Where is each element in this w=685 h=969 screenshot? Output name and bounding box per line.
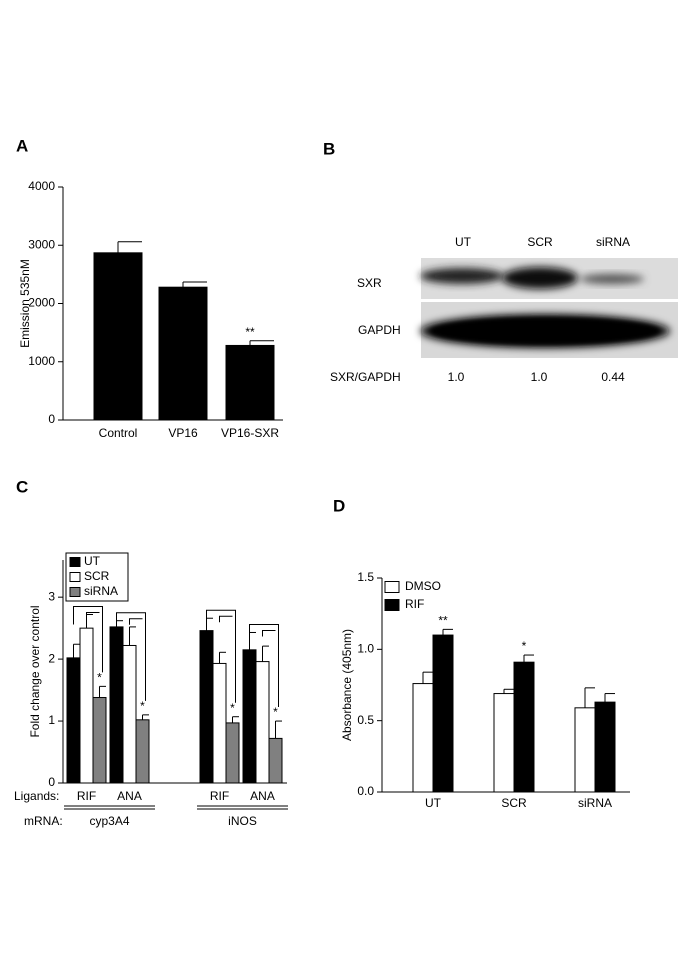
group-label: iNOS	[228, 814, 257, 828]
x-tick-label: UT	[425, 796, 442, 810]
significance-label: *	[273, 705, 278, 719]
x-tick-label: siRNA	[578, 796, 612, 810]
legend-label: UT	[84, 554, 101, 568]
legend-swatch	[384, 581, 400, 593]
y-tick-label: 0.5	[357, 713, 374, 727]
bar	[225, 722, 240, 784]
bar	[212, 662, 227, 784]
x-tick-label: SCR	[501, 796, 527, 810]
y-tick-label: 1	[48, 713, 55, 727]
bar	[268, 737, 283, 784]
y-tick-label: 0	[48, 412, 55, 426]
group-label: cyp3A4	[89, 814, 129, 828]
bar	[225, 344, 275, 421]
significance-bracket	[86, 612, 100, 619]
y-tick-label: 0.0	[357, 784, 374, 798]
bar	[493, 693, 515, 793]
significance-label: *	[522, 639, 527, 653]
row-label: mRNA:	[24, 814, 63, 828]
ratio-label: SXR/GAPDH	[330, 370, 401, 384]
bar	[66, 657, 81, 784]
ratio-value: 1.0	[531, 370, 548, 384]
lane-label: siRNA	[596, 235, 630, 249]
bar	[109, 626, 124, 784]
bar	[255, 661, 270, 784]
ratio-value: 1.0	[448, 370, 465, 384]
panel-label: C	[16, 477, 28, 496]
significance-bracket	[116, 612, 146, 701]
significance-label: *	[140, 699, 145, 713]
y-tick-label: 1.0	[357, 642, 374, 656]
significance-label: **	[438, 614, 448, 628]
bar	[79, 627, 94, 784]
row-label: SXR	[357, 276, 382, 290]
y-tick-label: 2	[48, 651, 55, 665]
bar	[574, 707, 596, 793]
y-tick-label: 1000	[28, 354, 55, 368]
y-tick-label: 1.5	[357, 570, 374, 584]
significance-label: *	[97, 671, 102, 685]
bar	[199, 630, 214, 784]
legend-swatch	[69, 572, 81, 582]
significance-bracket	[129, 618, 143, 625]
lane-label: UT	[455, 235, 472, 249]
legend-label: DMSO	[405, 579, 441, 593]
significance-bracket	[219, 615, 233, 623]
significance-bracket	[262, 629, 276, 637]
x-tick-label: RIF	[210, 789, 229, 803]
x-tick-label: Control	[99, 426, 138, 440]
legend-label: siRNA	[84, 584, 118, 598]
ratio-value: 0.44	[601, 370, 625, 384]
significance-label: **	[245, 325, 255, 339]
y-tick-label: 0	[48, 775, 55, 789]
panel-label: B	[323, 139, 335, 158]
x-tick-label: ANA	[250, 789, 275, 803]
legend-box	[65, 552, 129, 602]
bar	[242, 649, 257, 784]
bar	[513, 661, 535, 793]
y-tick-label: 4000	[28, 179, 55, 193]
blot-image	[420, 258, 678, 358]
y-tick-label: 3	[48, 589, 55, 603]
legend-swatch	[69, 557, 81, 567]
significance-bracket	[73, 606, 103, 673]
y-tick-label: 3000	[28, 237, 55, 251]
y-axis-label: Absorbance (405nm)	[340, 629, 354, 741]
bar	[122, 644, 137, 784]
legend-label: RIF	[405, 597, 424, 611]
bar	[135, 719, 150, 784]
bar	[412, 683, 434, 793]
bar	[92, 697, 107, 784]
legend-swatch	[69, 587, 81, 597]
panel-label: A	[16, 136, 28, 155]
legend-swatch	[384, 599, 400, 611]
bar	[432, 634, 454, 793]
row-label: GAPDH	[358, 323, 401, 337]
x-tick-label: RIF	[77, 789, 96, 803]
x-tick-label: VP16-SXR	[221, 426, 279, 440]
x-tick-label: VP16	[168, 426, 198, 440]
bar	[93, 252, 143, 421]
panel-label: D	[333, 496, 345, 515]
bar	[594, 701, 616, 793]
y-tick-label: 2000	[28, 296, 55, 310]
y-axis-label: Emission 535nM	[18, 259, 32, 348]
bar	[158, 286, 208, 421]
legend-label: SCR	[84, 569, 110, 583]
x-tick-label: ANA	[117, 789, 142, 803]
row-label: Ligands:	[14, 789, 59, 803]
lane-label: SCR	[527, 235, 553, 249]
y-axis-label: Fold change over control	[28, 605, 42, 737]
significance-bracket	[206, 609, 236, 703]
significance-bracket	[249, 623, 279, 708]
significance-label: *	[230, 701, 235, 715]
